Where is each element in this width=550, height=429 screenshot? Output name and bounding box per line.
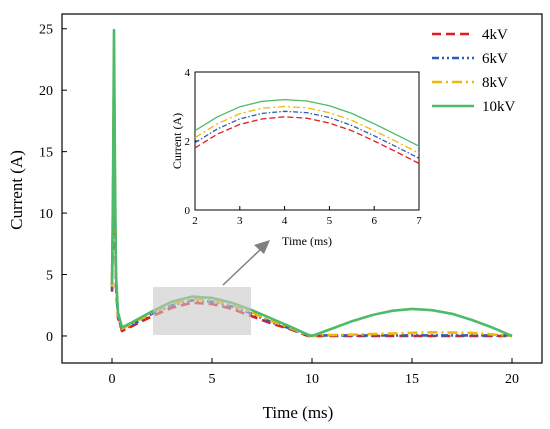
main-plot-frame bbox=[61, 13, 543, 364]
inset-x-tick-label: 3 bbox=[237, 215, 243, 227]
inset-series-8kV bbox=[194, 105, 420, 154]
inset-y-tick-label: 4 bbox=[185, 67, 191, 79]
main-y-tick-label: 25 bbox=[39, 23, 53, 38]
main-series-10kV bbox=[110, 28, 513, 338]
main-y-tick-label: 0 bbox=[46, 330, 53, 345]
main-y-tick-label: 20 bbox=[39, 84, 53, 99]
inset-x-tick-label: 4 bbox=[282, 215, 288, 227]
y-axis-title: Current (A) bbox=[7, 150, 26, 230]
main-y-tick-label: 15 bbox=[39, 146, 53, 161]
inset-y-tick-label: 2 bbox=[185, 136, 191, 148]
inset-series-10kV bbox=[194, 98, 420, 147]
inset-x-tick-label: 7 bbox=[416, 215, 422, 227]
inset-x-tick-label: 6 bbox=[371, 215, 377, 227]
inset-x-tick-label: 5 bbox=[327, 215, 333, 227]
main-x-tick-label: 15 bbox=[405, 372, 419, 387]
zoom-region-box bbox=[153, 287, 251, 335]
inset-x-tick-label: 2 bbox=[192, 215, 198, 227]
inset-y-axis-title: Current (A) bbox=[170, 113, 184, 169]
main-x-tick-label: 5 bbox=[209, 372, 216, 387]
inset-y-tick-label: 0 bbox=[185, 205, 191, 217]
zoom-arrow-head bbox=[254, 240, 270, 254]
zoom-arrow-line bbox=[222, 247, 263, 286]
main-x-tick-label: 0 bbox=[109, 372, 116, 387]
x-axis-title: Time (ms) bbox=[263, 403, 334, 422]
legend-label-8kV: 8kV bbox=[482, 75, 508, 91]
main-x-tick-label: 10 bbox=[305, 372, 319, 387]
inset-plot-frame bbox=[194, 71, 420, 211]
inset-series-6kV bbox=[194, 110, 420, 159]
main-x-tick-label: 20 bbox=[505, 372, 519, 387]
legend-label-10kV: 10kV bbox=[482, 99, 516, 115]
legend-label-4kV: 4kV bbox=[482, 27, 508, 43]
main-y-tick-label: 10 bbox=[39, 207, 53, 222]
inset-series-4kV bbox=[194, 116, 420, 164]
legend-label-6kV: 6kV bbox=[482, 51, 508, 67]
legend: 4kV 6kV 8kV 10kV bbox=[432, 27, 516, 115]
main-y-tick-label: 5 bbox=[46, 269, 53, 284]
inset-x-axis-title: Time (ms) bbox=[282, 234, 332, 248]
